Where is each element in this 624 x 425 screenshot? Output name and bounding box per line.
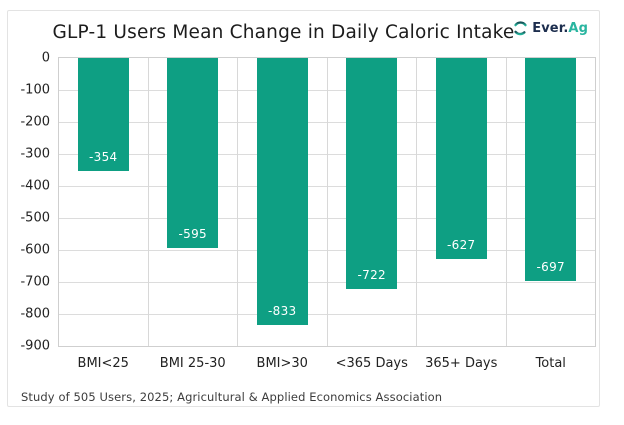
x-axis-label: BMI 25-30 bbox=[159, 356, 226, 371]
category-slot: -697 Total bbox=[507, 58, 596, 371]
bars-row: -354 BMI<25 -595 BMI 25-30 -833 BMI>30 -722 <36… bbox=[59, 58, 596, 371]
x-axis-label: BMI>30 bbox=[256, 356, 308, 371]
brand-text-secondary: Ag bbox=[568, 21, 588, 36]
x-axis-label: <365 Days bbox=[335, 356, 408, 371]
brand-logo: Ever.Ag bbox=[512, 20, 588, 37]
plot-area: 0 -100 -200 -300 -400 -500 -600 -700 -800 -900 -3… bbox=[20, 51, 596, 371]
bar-value-label: -697 bbox=[536, 260, 565, 275]
bar-value-label: -627 bbox=[447, 237, 476, 252]
category-slot: -354 BMI<25 bbox=[59, 58, 149, 371]
y-tick-label: -300 bbox=[20, 146, 50, 162]
bar: -697 bbox=[525, 58, 577, 282]
y-tick-label: -800 bbox=[20, 306, 50, 322]
x-axis-label: BMI<25 bbox=[77, 356, 129, 371]
brand-text-primary: Ever. bbox=[532, 21, 569, 36]
y-tick-label: -900 bbox=[20, 338, 50, 354]
category-slot: -595 BMI 25-30 bbox=[149, 58, 238, 371]
source-note: Study of 505 Users, 2025; Agricultural &… bbox=[21, 390, 443, 404]
y-tick-label: -200 bbox=[20, 114, 50, 130]
y-tick-label: 0 bbox=[41, 50, 50, 66]
page-title: GLP-1 Users Mean Change in Daily Caloric… bbox=[52, 22, 515, 43]
y-tick-label: -600 bbox=[20, 242, 50, 258]
bar: -354 bbox=[77, 58, 129, 172]
everag-globe-icon bbox=[512, 20, 529, 37]
y-tick-label: -700 bbox=[20, 274, 50, 290]
bar: -595 bbox=[167, 58, 219, 249]
y-tick-label: -500 bbox=[20, 210, 50, 226]
bar-value-label: -722 bbox=[357, 268, 386, 283]
chart-card: GLP-1 Users Mean Change in Daily Caloric… bbox=[7, 10, 600, 407]
bar: -833 bbox=[256, 58, 308, 325]
bar-value-label: -833 bbox=[268, 303, 297, 318]
y-tick-label: -100 bbox=[20, 82, 50, 98]
bar: -627 bbox=[435, 58, 487, 259]
bar-value-label: -354 bbox=[89, 150, 118, 165]
y-axis-labels: 0 -100 -200 -300 -400 -500 -600 -700 -800 -900 bbox=[20, 51, 595, 354]
category-slot: -627 365+ Days bbox=[417, 58, 507, 371]
bar-value-label: -595 bbox=[178, 227, 207, 242]
brand-text: Ever.Ag bbox=[532, 21, 588, 36]
bar: -722 bbox=[346, 58, 398, 290]
category-slot: -833 BMI>30 bbox=[238, 58, 328, 371]
category-slot: -722 <365 Days bbox=[328, 58, 417, 371]
x-axis-label: Total bbox=[535, 356, 566, 371]
y-tick-label: -400 bbox=[20, 178, 50, 194]
x-axis-label: 365+ Days bbox=[425, 356, 498, 371]
